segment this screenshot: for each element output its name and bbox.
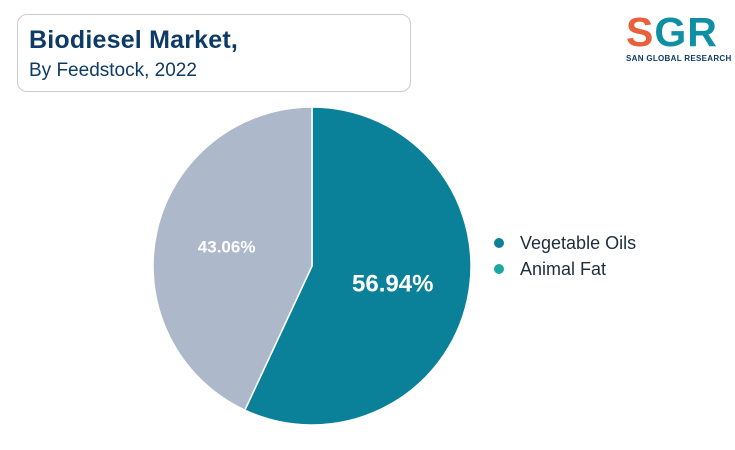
chart-title: Biodiesel Market, — [29, 26, 239, 54]
slice-label-animal-fat: 43.06% — [198, 238, 256, 257]
legend-label-vegetable-oils: Vegetable Oils — [520, 232, 637, 253]
logo-letters-gr: GR — [654, 9, 718, 55]
chart-subtitle: By Feedstock, 2022 — [29, 60, 197, 81]
logo-letter-s: S — [626, 9, 655, 55]
logo-letters: SGR — [626, 10, 718, 54]
slice-label-vegetable-oils: 56.94% — [352, 270, 433, 297]
legend-marker-animal-fat — [494, 264, 504, 274]
logo-tagline: SAN GLOBAL RESEARCH — [626, 54, 732, 63]
legend-item-animal-fat: Animal Fat — [494, 256, 636, 282]
legend-item-vegetable-oils: Vegetable Oils — [494, 230, 636, 256]
sgr-logo: SGR SAN GLOBAL RESEARCH — [620, 10, 731, 70]
title-card: Biodiesel Market, By Feedstock, 2022 — [17, 14, 411, 92]
legend-marker-vegetable-oils — [494, 238, 504, 248]
pie-slice-animal-fat — [152, 106, 313, 412]
legend-label-animal-fat: Animal Fat — [520, 258, 607, 279]
pie-slice-vegetable-oils — [243, 106, 472, 426]
chart-legend: Vegetable Oils Animal Fat — [494, 230, 636, 282]
